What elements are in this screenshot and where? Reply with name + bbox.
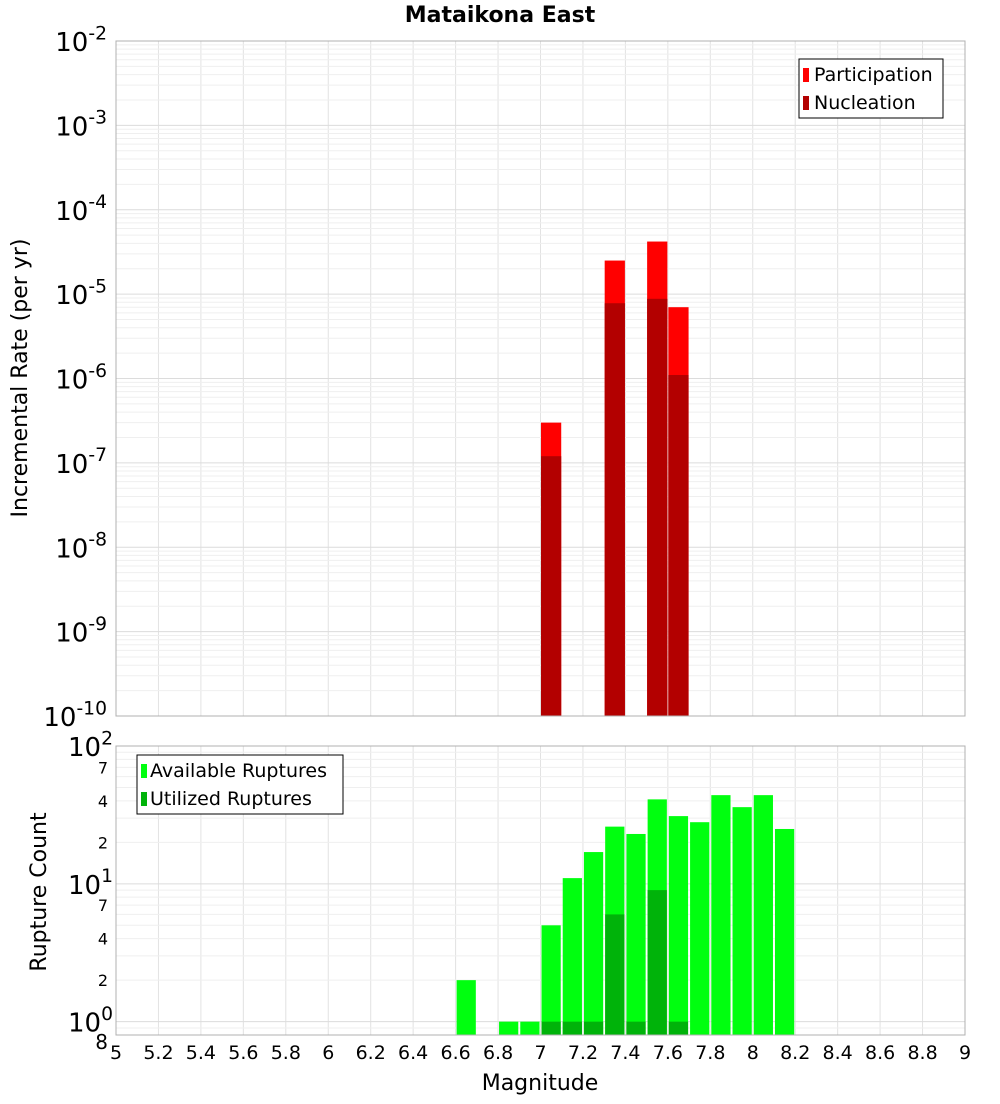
top-y-tick-label: 10-3 bbox=[55, 108, 107, 143]
bottom-y-minor-tick-label: 4 bbox=[98, 792, 108, 811]
top-y-ticks: 10-10 10-9 10-8 10-7 10-6 10-5 10-4 10-3 10-2 bbox=[43, 23, 107, 733]
bottom-legend: Available Ruptures Utilized Ruptures bbox=[136, 754, 344, 815]
legend-label: Nucleation bbox=[814, 92, 916, 114]
bottom-gridlines bbox=[115, 745, 966, 1036]
bottom-y-minor-tick-label: 2 bbox=[98, 833, 108, 852]
x-tick-label: 8.2 bbox=[780, 1042, 810, 1064]
bar-available-ruptures bbox=[541, 925, 561, 1035]
x-tick-label: 7 bbox=[534, 1042, 546, 1064]
bar-utilized-ruptures bbox=[626, 1021, 646, 1035]
bottom-y-ticks: 100 101 102 8 2 4 7 2 4 7 bbox=[68, 728, 113, 1054]
bar-available-ruptures bbox=[499, 1021, 519, 1035]
x-tick-label: 6.2 bbox=[356, 1042, 386, 1064]
top-gridlines bbox=[115, 41, 966, 717]
bottom-y-minor-tick-label: 2 bbox=[98, 971, 108, 990]
top-y-tick-label: 10-7 bbox=[55, 445, 107, 480]
legend-swatch bbox=[141, 764, 147, 778]
top-bars bbox=[541, 241, 689, 717]
legend-box bbox=[136, 754, 344, 815]
legend-label: Available Ruptures bbox=[150, 760, 327, 782]
bottom-y-major-tick-label: 101 bbox=[68, 866, 113, 901]
bottom-y-minor-tick-label: 7 bbox=[98, 896, 108, 915]
bottom-y-axis-label: Rupture Count bbox=[27, 812, 52, 972]
legend-swatch bbox=[141, 792, 147, 806]
x-tick-label: 6 bbox=[322, 1042, 334, 1064]
bar-utilized-ruptures bbox=[647, 890, 667, 1035]
bar-utilized-ruptures bbox=[583, 1021, 604, 1035]
x-tick-label: 6.4 bbox=[398, 1042, 428, 1064]
bottom-bars bbox=[456, 795, 795, 1035]
top-plot-border bbox=[115, 40, 966, 717]
bar-available-ruptures bbox=[626, 833, 646, 1035]
x-tick-label: 8 bbox=[747, 1042, 759, 1064]
x-tick-label: 7.4 bbox=[610, 1042, 640, 1064]
x-tick-label: 6.6 bbox=[440, 1042, 470, 1064]
x-tick-label: 8.6 bbox=[865, 1042, 895, 1064]
legend-box bbox=[798, 58, 944, 119]
chart-title: Mataikona East bbox=[405, 3, 596, 28]
x-tick-label: 7.2 bbox=[568, 1042, 598, 1064]
x-tick-label: 8.4 bbox=[823, 1042, 853, 1064]
bar-available-ruptures bbox=[690, 822, 710, 1035]
bottom-y-minor-tick-label: 7 bbox=[98, 758, 108, 777]
top-y-tick-label: 10-6 bbox=[55, 361, 107, 396]
bar-available-ruptures bbox=[753, 795, 773, 1035]
bar-nucleation bbox=[668, 375, 689, 716]
x-tick-label: 7.8 bbox=[695, 1042, 725, 1064]
legend-swatch bbox=[803, 68, 809, 82]
x-tick-label: 5.2 bbox=[143, 1042, 173, 1064]
top-legend: Participation Nucleation bbox=[798, 58, 944, 119]
x-tick-label: 5.8 bbox=[271, 1042, 301, 1064]
bar-available-ruptures bbox=[668, 816, 689, 1035]
x-axis-label: Magnitude bbox=[482, 1071, 599, 1096]
bar-utilized-ruptures bbox=[668, 1021, 689, 1035]
top-y-tick-label: 10-4 bbox=[55, 192, 107, 227]
bottom-y-major-tick-label: 100 bbox=[68, 1004, 113, 1039]
bar-available-ruptures bbox=[583, 852, 604, 1035]
x-tick-label: 6.8 bbox=[483, 1042, 513, 1064]
x-ticks: 5 5.2 5.4 5.6 5.8 6 6.2 6.4 6.6 6.8 7 7.2 7.4 7.6 7.8 8… bbox=[110, 1042, 971, 1064]
top-y-tick-label: 10-5 bbox=[55, 276, 107, 311]
legend-swatch bbox=[803, 96, 809, 110]
top-y-axis-label: Incremental Rate (per yr) bbox=[8, 239, 33, 518]
legend-label: Utilized Ruptures bbox=[150, 788, 312, 810]
x-tick-label: 5.6 bbox=[228, 1042, 258, 1064]
bar-utilized-ruptures bbox=[605, 914, 625, 1035]
x-tick-label: 9 bbox=[959, 1042, 971, 1064]
bar-available-ruptures bbox=[732, 807, 752, 1035]
bar-utilized-ruptures bbox=[541, 1021, 561, 1035]
bottom-y-minor-tick-label: 8 bbox=[95, 1030, 108, 1054]
top-y-tick-label: 10-2 bbox=[55, 23, 107, 58]
top-y-tick-label: 10-8 bbox=[55, 530, 107, 565]
bottom-plot-border bbox=[115, 745, 966, 1036]
bar-available-ruptures bbox=[774, 828, 795, 1035]
bar-nucleation bbox=[604, 303, 625, 716]
top-y-tick-label: 10-10 bbox=[43, 698, 107, 733]
bottom-y-minor-tick-label: 4 bbox=[98, 930, 108, 949]
bottom-y-major-tick-label: 102 bbox=[68, 728, 113, 763]
top-y-tick-label: 10-9 bbox=[55, 614, 107, 649]
x-tick-label: 7.6 bbox=[653, 1042, 683, 1064]
bar-nucleation bbox=[647, 298, 668, 716]
legend-label: Participation bbox=[814, 64, 933, 86]
x-tick-label: 8.8 bbox=[907, 1042, 937, 1064]
x-tick-label: 5 bbox=[110, 1042, 122, 1064]
bar-available-ruptures bbox=[456, 980, 476, 1035]
bar-available-ruptures bbox=[520, 1021, 540, 1035]
bar-utilized-ruptures bbox=[562, 1021, 582, 1035]
x-tick-label: 5.4 bbox=[186, 1042, 216, 1064]
bar-nucleation bbox=[541, 456, 562, 716]
bar-available-ruptures bbox=[711, 795, 731, 1035]
bar-available-ruptures bbox=[562, 878, 582, 1035]
